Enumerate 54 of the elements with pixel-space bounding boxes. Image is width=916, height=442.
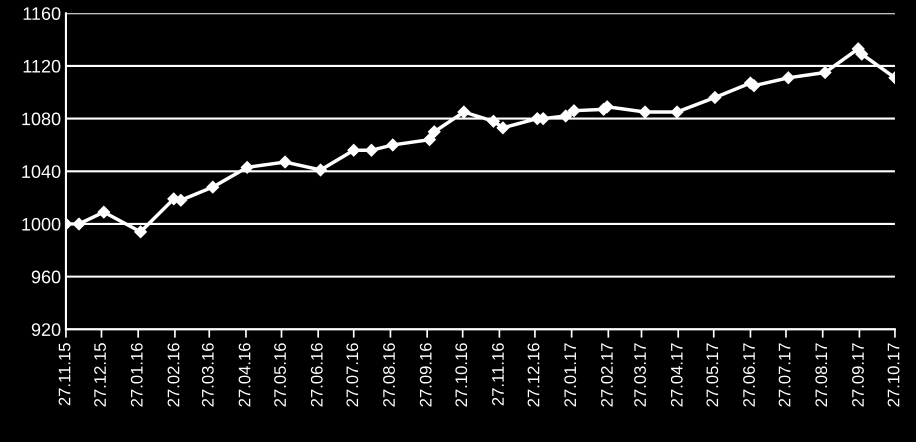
y-tick-label: 1160 — [24, 7, 60, 20]
x-tick-label: 27.08.16 — [383, 343, 395, 407]
point — [559, 110, 572, 122]
x-tick-label: 27.04.16 — [238, 343, 250, 407]
y-tick-label: 1000 — [22, 218, 60, 231]
x-tick-label: 27.07.17 — [778, 343, 790, 407]
x-tick-label: 27.12.16 — [528, 343, 540, 407]
x-tick-label: 27.06.17 — [743, 343, 755, 407]
y-tick-label: 1120 — [24, 60, 60, 73]
y-tick-label: 920 — [32, 323, 60, 336]
x-tick-label: 27.06.16 — [310, 343, 323, 407]
point — [347, 144, 360, 157]
x-tick-label: 27.01.16 — [130, 343, 143, 407]
point — [855, 48, 868, 60]
point — [457, 106, 470, 118]
x-tick-label: 27.11.15 — [58, 343, 70, 406]
point — [428, 125, 441, 138]
x-tick-label: 27.10.17 — [888, 343, 900, 407]
x-tick-label: 27.04.17 — [670, 343, 683, 407]
x-tick-label: 27.08.17 — [815, 343, 828, 407]
point — [365, 144, 378, 157]
point — [568, 104, 580, 118]
point — [72, 218, 86, 230]
point — [386, 138, 400, 152]
point — [670, 106, 684, 118]
x-tick-label: 27.05.16 — [274, 343, 286, 407]
point — [638, 106, 652, 118]
x-tick-label: 27.03.16 — [202, 343, 214, 407]
x-tick-label: 27.12.15 — [94, 343, 106, 407]
x-tick-label: 27.02.17 — [601, 343, 613, 407]
point — [134, 225, 147, 238]
point — [496, 121, 510, 134]
point — [818, 66, 832, 79]
point — [240, 160, 254, 174]
point — [278, 156, 292, 168]
point — [97, 206, 110, 219]
x-tick-label: 27.07.16 — [346, 343, 358, 407]
x-tick-label: 27.11.16 — [492, 343, 504, 406]
y-tick-label: 960 — [32, 270, 60, 284]
x-tick-label: 27.09.16 — [420, 343, 432, 407]
x-tick-label: 27.10.16 — [455, 343, 468, 407]
point — [314, 164, 327, 176]
x-tick-label: 27.02.16 — [168, 343, 180, 407]
x-tick-label: 27.01.17 — [564, 343, 576, 407]
y-tick-label: 1080 — [22, 112, 60, 126]
x-tick-label: 27.05.17 — [706, 343, 718, 407]
point — [423, 133, 436, 146]
point — [708, 91, 722, 104]
point — [782, 71, 795, 84]
y-tick-label: 1040 — [22, 165, 60, 178]
x-tick-label: 27.09.17 — [852, 343, 864, 407]
point — [487, 114, 500, 128]
point — [206, 180, 220, 194]
x-tick-label: 27.03.17 — [634, 343, 646, 407]
